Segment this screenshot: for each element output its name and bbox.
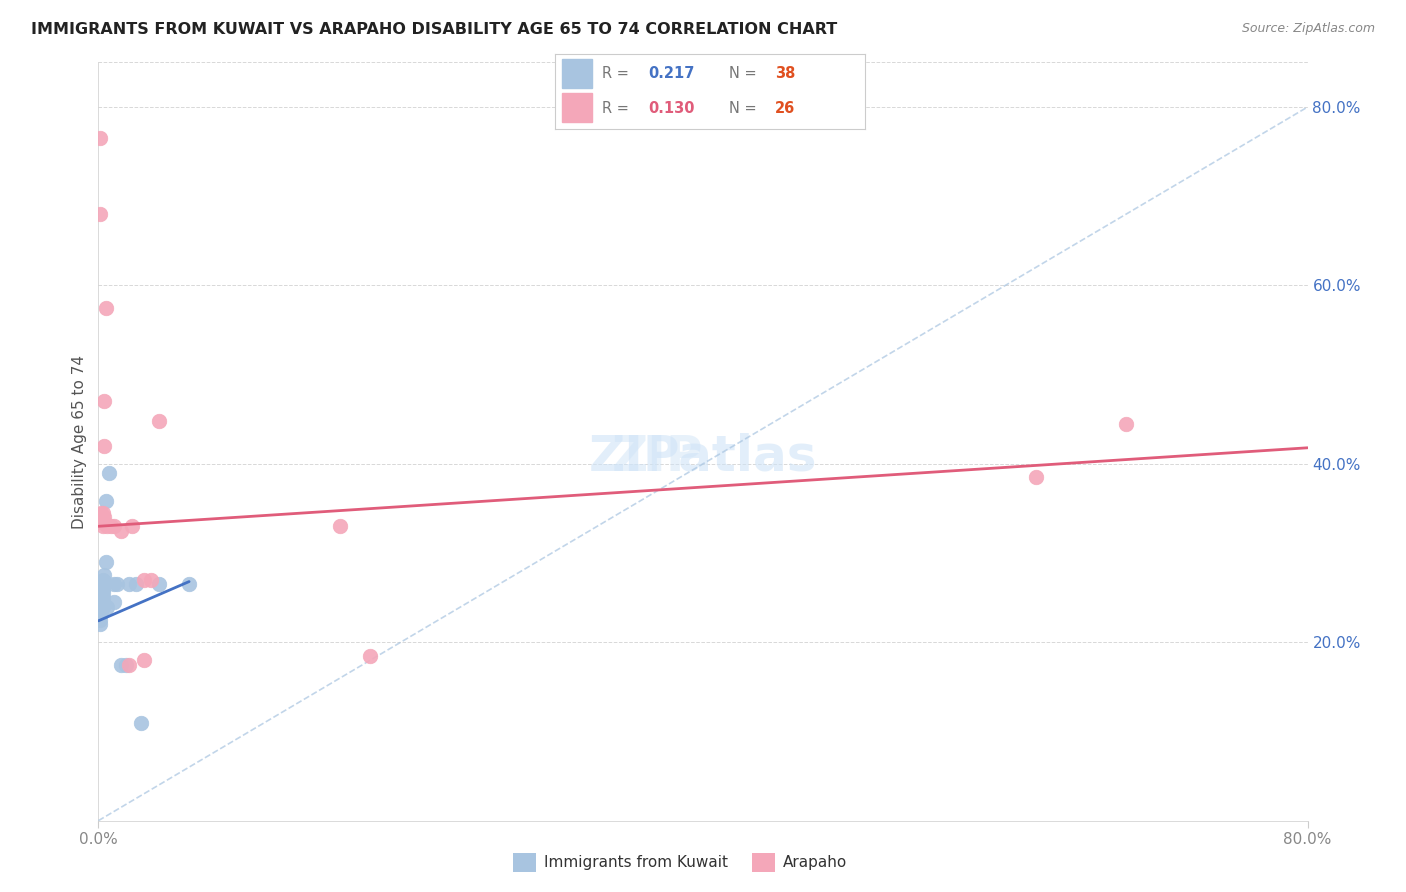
Point [89,599,111,614]
Point [90,592,112,607]
Point [329,519,352,533]
Point [141,573,163,587]
Text: 0.130: 0.130 [648,101,695,116]
Point [360,648,382,663]
Point [90,596,112,610]
Point [90,586,112,600]
Point [94,555,117,569]
Point [132,653,155,667]
Point [91,519,114,533]
Point [90,506,112,520]
Point [129,715,152,730]
Text: R =: R = [602,66,633,81]
Point [148,414,170,428]
Point [91,595,114,609]
Point [110,524,132,538]
Text: 0.217: 0.217 [648,66,695,81]
Point [90,589,112,603]
Text: R =: R = [602,101,633,116]
Point [91,586,114,600]
Point [103,519,125,533]
Point [93,439,115,453]
Point [98,466,121,480]
Point [96,519,118,533]
Point [90,580,112,594]
Point [110,657,132,672]
Point [89,608,111,623]
Bar [561,93,592,122]
Point [93,568,115,582]
Point [96,599,118,614]
Point [93,510,115,524]
Point [121,519,143,533]
Point [89,613,111,627]
Text: IMMIGRANTS FROM KUWAIT VS ARAPAHO DISABILITY AGE 65 TO 74 CORRELATION CHART: IMMIGRANTS FROM KUWAIT VS ARAPAHO DISABI… [31,22,837,37]
Point [91,506,114,520]
Text: ZIP: ZIP [612,433,703,481]
Point [89,207,111,221]
Point [93,394,115,409]
Point [93,515,115,529]
Point [91,573,114,587]
Point [94,494,117,508]
Text: 38: 38 [775,66,796,81]
Text: Immigrants from Kuwait: Immigrants from Kuwait [544,855,728,870]
Point [179,577,201,591]
Point [89,131,111,145]
Point [1115,417,1137,431]
Point [93,574,115,589]
Point [100,519,122,533]
Point [90,605,112,619]
Text: Source: ZipAtlas.com: Source: ZipAtlas.com [1241,22,1375,36]
Point [94,301,117,315]
Point [90,515,112,529]
Point [90,583,112,598]
Text: 26: 26 [775,101,796,116]
Point [105,577,128,591]
Point [103,595,125,609]
Text: N =: N = [728,101,761,116]
Point [118,577,141,591]
Y-axis label: Disability Age 65 to 74: Disability Age 65 to 74 [72,354,87,529]
Point [91,582,114,596]
Text: ZIPatlas: ZIPatlas [589,433,817,481]
Point [89,604,111,618]
Point [89,617,111,632]
Point [91,577,114,591]
Text: N =: N = [728,66,761,81]
Text: Arapaho: Arapaho [783,855,848,870]
Point [90,598,112,612]
Point [148,577,170,591]
Point [90,601,112,615]
Point [91,515,114,529]
Point [114,657,136,672]
Point [103,577,125,591]
Point [91,599,114,614]
Point [125,577,148,591]
Point [90,577,112,591]
Point [118,657,141,672]
Point [132,573,155,587]
Point [1024,470,1046,484]
Bar [561,59,592,87]
Point [91,591,114,605]
